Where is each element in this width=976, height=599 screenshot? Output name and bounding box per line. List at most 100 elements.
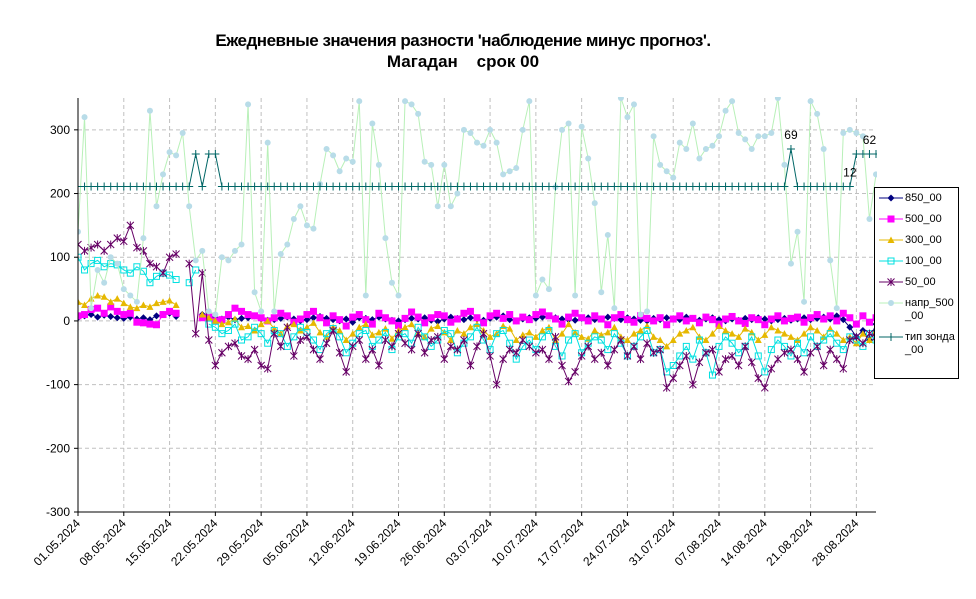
marker	[78, 228, 81, 235]
marker	[231, 304, 239, 312]
marker	[368, 345, 377, 354]
marker	[735, 317, 743, 325]
marker	[833, 330, 841, 337]
marker	[441, 161, 448, 168]
marker	[702, 313, 710, 321]
marker	[231, 315, 239, 323]
marker	[297, 203, 304, 210]
marker	[610, 330, 618, 338]
marker	[185, 259, 194, 268]
marker	[355, 336, 364, 345]
marker	[512, 348, 521, 357]
marker	[382, 235, 389, 242]
marker	[676, 139, 683, 146]
marker	[708, 345, 717, 354]
marker	[826, 325, 834, 332]
x-tick-label: 12.06.2024	[305, 516, 358, 569]
marker	[888, 300, 894, 306]
marker	[826, 345, 835, 354]
marker	[571, 328, 579, 336]
marker	[787, 260, 794, 267]
marker	[257, 330, 265, 338]
legend-label: 850_00	[905, 192, 942, 204]
marker	[532, 348, 540, 357]
legend-item: 100_00	[877, 255, 956, 268]
marker	[716, 133, 723, 140]
marker	[342, 367, 351, 376]
marker	[395, 292, 402, 299]
marker	[159, 298, 167, 305]
marker	[172, 276, 180, 284]
marker	[872, 150, 877, 159]
marker	[518, 336, 527, 345]
marker	[800, 318, 808, 326]
marker	[277, 330, 285, 338]
marker	[303, 311, 311, 319]
marker	[211, 317, 219, 324]
marker	[794, 228, 801, 235]
x-tick-label: 17.07.2024	[534, 516, 587, 569]
marker	[590, 355, 599, 364]
marker	[826, 312, 834, 320]
marker	[126, 221, 135, 230]
legend-item: 850_00	[877, 192, 956, 205]
marker	[689, 120, 696, 127]
x-tick-label: 26.06.2024	[397, 516, 450, 569]
marker	[597, 336, 605, 344]
legend-label: 500_00	[905, 213, 942, 225]
marker	[166, 307, 174, 315]
marker	[669, 362, 677, 370]
marker	[845, 336, 854, 345]
marker	[767, 315, 775, 323]
marker	[440, 355, 449, 364]
marker	[369, 120, 376, 127]
marker	[289, 351, 298, 360]
marker	[624, 114, 631, 121]
marker	[728, 312, 736, 320]
marker	[532, 333, 540, 340]
marker	[166, 149, 173, 156]
marker	[807, 314, 815, 322]
marker	[486, 333, 494, 340]
marker	[794, 313, 802, 321]
marker	[270, 314, 278, 322]
marker	[807, 323, 815, 331]
marker	[780, 348, 789, 357]
marker	[126, 309, 134, 317]
marker	[460, 316, 468, 324]
marker	[408, 320, 416, 328]
marker	[87, 260, 95, 268]
marker	[114, 260, 121, 267]
marker	[120, 311, 128, 319]
marker	[786, 144, 795, 153]
marker	[748, 333, 756, 341]
marker	[852, 320, 860, 328]
x-tick-label: 08.05.2024	[77, 516, 130, 569]
marker	[199, 247, 206, 254]
marker	[146, 320, 154, 328]
marker	[271, 308, 278, 315]
marker	[101, 279, 108, 286]
marker	[768, 130, 775, 137]
marker	[100, 293, 108, 300]
marker	[329, 312, 337, 320]
marker	[133, 243, 141, 252]
x-tick-label: 28.08.2024	[809, 516, 862, 569]
marker	[94, 291, 102, 299]
marker	[342, 322, 350, 330]
marker	[251, 289, 258, 296]
marker	[107, 254, 114, 261]
marker	[650, 133, 657, 140]
marker	[336, 326, 344, 334]
marker	[179, 130, 186, 137]
marker	[538, 345, 547, 354]
x-tick-label: 05.06.2024	[260, 516, 313, 569]
marker	[525, 328, 533, 336]
marker	[100, 263, 108, 271]
marker	[421, 319, 429, 327]
marker	[224, 342, 233, 351]
marker	[336, 316, 344, 324]
marker	[846, 314, 854, 322]
marker	[335, 348, 344, 357]
marker	[630, 330, 638, 337]
